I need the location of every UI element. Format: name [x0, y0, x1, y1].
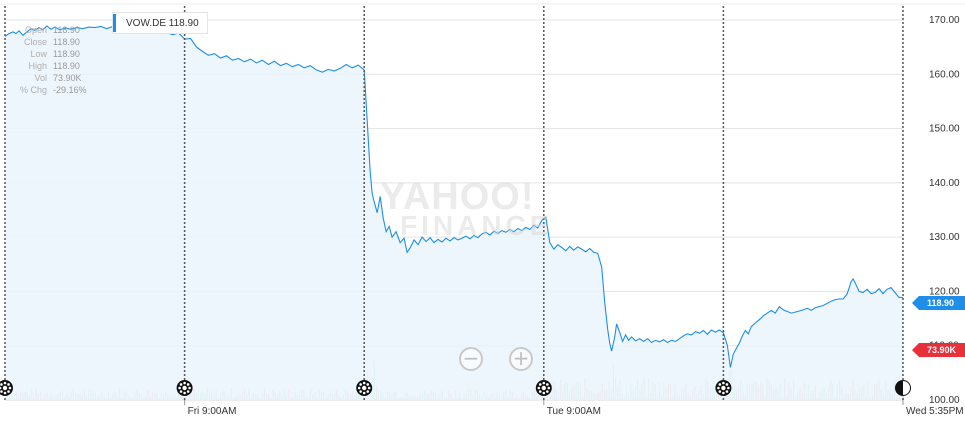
- stat-row-low: Low 118.90: [2, 48, 87, 60]
- session-dividers: [0, 6, 911, 400]
- session-marker-dot: [725, 390, 729, 393]
- session-marker-dot: [542, 381, 546, 385]
- session-marker-dot: [179, 390, 183, 393]
- stat-value: 73.90K: [53, 73, 82, 83]
- session-marker-dot: [547, 386, 551, 390]
- session-marker-dot: [0, 383, 3, 386]
- session-marker-dot: [542, 391, 546, 395]
- tooltip-symbol: VOW.DE: [126, 17, 167, 29]
- session-marker-dot: [718, 390, 722, 393]
- stat-value: 118.90: [53, 37, 80, 47]
- session-marker-icon[interactable]: [356, 380, 373, 396]
- session-marker-dot: [7, 383, 10, 386]
- session-marker-icon[interactable]: [0, 380, 13, 396]
- session-marker-dot: [366, 383, 370, 386]
- session-marker-center: [541, 385, 546, 391]
- price-area: [4, 25, 903, 400]
- session-marker-dot: [0, 386, 2, 390]
- y-tick-label: 140.00: [929, 178, 960, 189]
- watermark-line2: FINANCE: [400, 210, 553, 241]
- session-marker-dot: [186, 390, 190, 393]
- last-volume-tag: 73.90K: [912, 343, 965, 357]
- stat-label: Vol: [34, 73, 47, 83]
- session-marker-dot: [188, 386, 191, 390]
- session-marker-dot: [722, 391, 725, 395]
- stat-label: Close: [23, 37, 47, 47]
- stat-label: Open: [24, 25, 47, 35]
- session-marker-dot: [3, 381, 7, 385]
- session-marker-dot: [362, 381, 366, 385]
- session-marker-dot: [362, 391, 366, 395]
- session-marker-dot: [546, 383, 549, 386]
- price-line: [4, 25, 903, 368]
- y-tick-label: 160.00: [929, 69, 960, 80]
- x-tick-label: Tue 9:00AM: [547, 406, 601, 417]
- session-marker-dot: [7, 390, 10, 393]
- y-tick-label: 130.00: [929, 232, 960, 243]
- session-marker-dot: [178, 386, 181, 390]
- session-marker-dot: [186, 383, 190, 386]
- session-marker-dot: [366, 390, 370, 393]
- session-marker-dot: [0, 390, 3, 393]
- session-marker-center: [721, 385, 726, 391]
- session-marker-half: [903, 381, 910, 395]
- session-marker-dot: [359, 390, 362, 393]
- session-marker-icon[interactable]: [895, 380, 911, 396]
- session-marker-dot: [183, 391, 186, 395]
- stat-label: % Chg: [19, 85, 47, 95]
- session-marker-center: [182, 385, 187, 391]
- ohlc-stats-panel: Open 118.90 Close 118.90 Low 118.90 High…: [2, 24, 87, 96]
- stat-row-open: Open 118.90: [2, 24, 87, 36]
- session-marker-dot: [718, 383, 722, 386]
- session-marker-dot: [183, 381, 186, 385]
- stat-label: High: [28, 61, 47, 71]
- stat-value: 118.90: [53, 61, 80, 71]
- stat-value: 118.90: [53, 49, 80, 59]
- session-marker-icon[interactable]: [535, 380, 552, 396]
- last-price-tag: 118.90: [912, 296, 965, 310]
- y-tick-label: 150.00: [929, 124, 960, 135]
- session-marker-dot: [727, 386, 730, 390]
- session-marker-icon[interactable]: [176, 380, 193, 396]
- session-marker-dot: [722, 381, 725, 385]
- session-marker-dot: [538, 390, 542, 393]
- session-marker-center: [2, 385, 8, 391]
- yahoo-finance-watermark: YAHOO! FINANCE: [380, 176, 553, 241]
- stat-row-pct-change: % Chg -29.16%: [2, 84, 87, 96]
- y-tick-label: 120.00: [929, 286, 960, 297]
- x-tick-label: Wed 5:35PM: [906, 406, 964, 417]
- session-marker-dot: [538, 383, 542, 386]
- symbol-tooltip: VOW.DE 118.90: [112, 12, 208, 34]
- session-marker-dot: [537, 386, 541, 390]
- session-marker-dot: [3, 391, 7, 395]
- session-marker-icon[interactable]: [715, 380, 732, 396]
- stat-value: 118.90: [53, 25, 80, 35]
- price-area-fill: [5, 26, 903, 400]
- session-marker-dot: [8, 386, 12, 390]
- stat-row-vol: Vol 73.90K: [2, 72, 87, 84]
- session-marker-dot: [179, 383, 183, 386]
- stat-row-high: High 118.90: [2, 60, 87, 72]
- session-marker-dot: [717, 386, 720, 390]
- series-color-swatch: [113, 14, 116, 32]
- y-tick-label: 170.00: [929, 15, 960, 26]
- stat-value: -29.16%: [53, 85, 87, 95]
- y-tick-label: 100.00: [929, 395, 960, 406]
- session-marker-center: [362, 385, 367, 391]
- watermark-line1: YAHOO!: [380, 176, 535, 218]
- x-tick-label: Fri 9:00AM: [188, 406, 237, 417]
- session-marker-dot: [367, 386, 371, 390]
- session-marker-dot: [725, 383, 729, 386]
- zoom-out-button[interactable]: −: [459, 347, 483, 371]
- tooltip-price: 118.90: [168, 17, 199, 29]
- session-marker-dot: [359, 383, 362, 386]
- stat-label: Low: [30, 49, 47, 59]
- session-marker-dot: [546, 390, 549, 393]
- stat-row-close: Close 118.90: [2, 36, 87, 48]
- zoom-in-button[interactable]: +: [509, 347, 533, 371]
- session-marker-dot: [357, 386, 361, 390]
